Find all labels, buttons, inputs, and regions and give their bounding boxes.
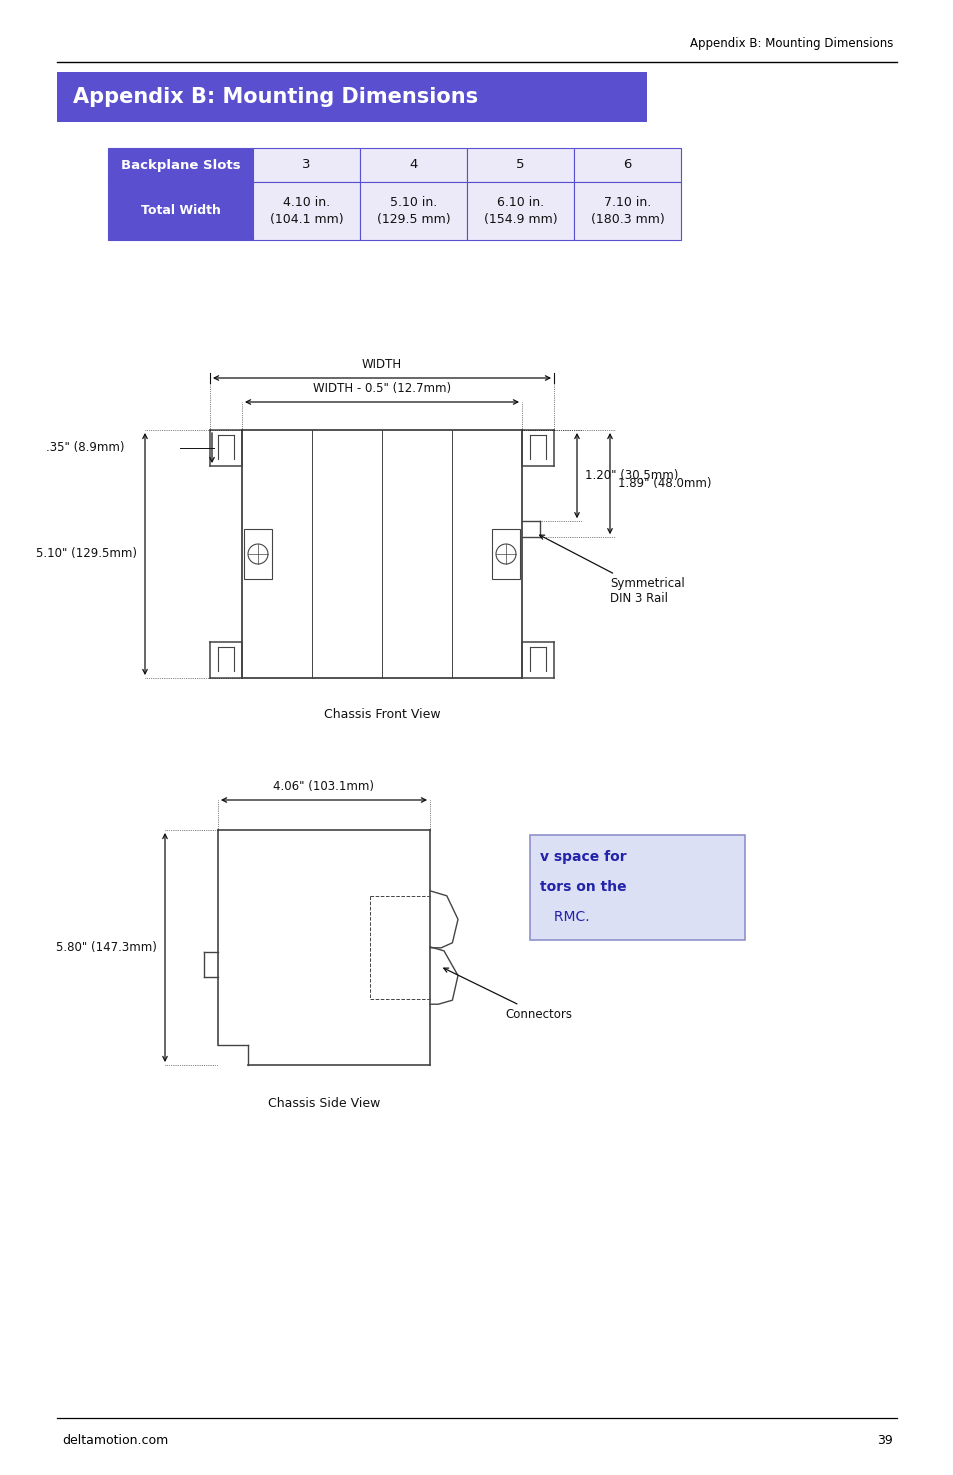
- Bar: [108, 181, 253, 240]
- FancyBboxPatch shape: [530, 835, 744, 940]
- Text: 5.10 in.
(129.5 mm): 5.10 in. (129.5 mm): [376, 196, 450, 227]
- Text: Appendix B: Mounting Dimensions: Appendix B: Mounting Dimensions: [689, 37, 892, 50]
- Bar: [253, 148, 359, 181]
- Text: RMC.: RMC.: [539, 910, 589, 923]
- Text: 4.06" (103.1mm): 4.06" (103.1mm): [274, 780, 375, 794]
- Text: 3: 3: [302, 158, 311, 171]
- Text: 1.89" (48.0mm): 1.89" (48.0mm): [618, 476, 711, 490]
- Text: Total Width: Total Width: [140, 205, 220, 217]
- Text: 4.10 in.
(104.1 mm): 4.10 in. (104.1 mm): [270, 196, 343, 227]
- Bar: [359, 148, 467, 181]
- Text: 7.10 in.
(180.3 mm): 7.10 in. (180.3 mm): [590, 196, 663, 227]
- Text: v space for: v space for: [539, 850, 626, 864]
- Bar: [467, 148, 574, 181]
- Text: tors on the: tors on the: [539, 881, 626, 894]
- Text: Connectors: Connectors: [443, 968, 572, 1021]
- Text: 4: 4: [409, 158, 417, 171]
- Text: WIDTH: WIDTH: [361, 358, 401, 372]
- Text: 6.10 in.
(154.9 mm): 6.10 in. (154.9 mm): [483, 196, 557, 227]
- Bar: [253, 181, 359, 240]
- Text: 1.20" (30.5mm): 1.20" (30.5mm): [584, 469, 678, 482]
- Text: Chassis Front View: Chassis Front View: [323, 708, 440, 721]
- Bar: [574, 148, 680, 181]
- Text: Appendix B: Mounting Dimensions: Appendix B: Mounting Dimensions: [73, 87, 477, 108]
- Text: Chassis Side View: Chassis Side View: [268, 1097, 380, 1111]
- Bar: [574, 181, 680, 240]
- Text: Backplane Slots: Backplane Slots: [121, 158, 240, 171]
- Bar: [467, 181, 574, 240]
- Text: Symmetrical
DIN 3 Rail: Symmetrical DIN 3 Rail: [539, 535, 684, 605]
- Text: deltamotion.com: deltamotion.com: [62, 1434, 168, 1447]
- Text: 5.80" (147.3mm): 5.80" (147.3mm): [56, 941, 157, 954]
- Text: 5: 5: [516, 158, 524, 171]
- Bar: [492, 530, 519, 580]
- Bar: [244, 530, 272, 580]
- Text: 39: 39: [877, 1434, 892, 1447]
- Text: 6: 6: [622, 158, 631, 171]
- Text: WIDTH - 0.5" (12.7mm): WIDTH - 0.5" (12.7mm): [313, 382, 451, 395]
- Bar: [57, 72, 646, 122]
- Text: .35" (8.9mm): .35" (8.9mm): [47, 441, 125, 454]
- Bar: [359, 181, 467, 240]
- Bar: [108, 148, 253, 181]
- Text: 5.10" (129.5mm): 5.10" (129.5mm): [36, 547, 137, 560]
